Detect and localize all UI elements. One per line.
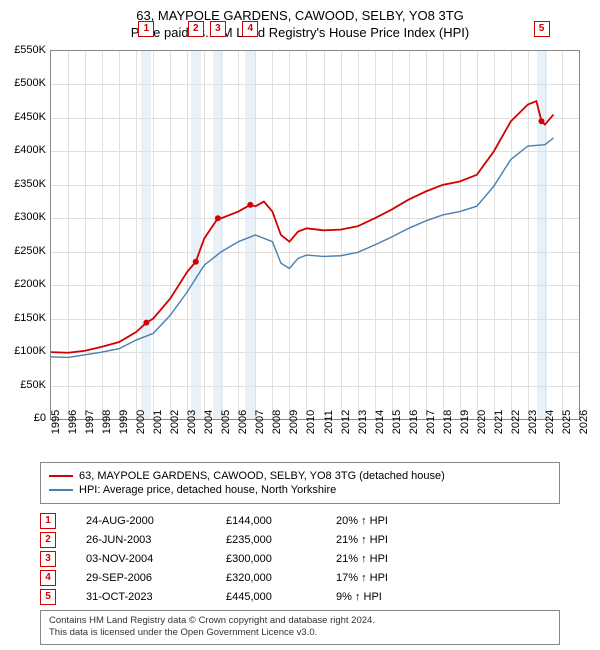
ytick-label: £100K <box>14 345 46 357</box>
sales-row: 5 31-OCT-2023£445,0009% ↑ HPI <box>40 589 560 605</box>
sales-table: 1 24-AUG-2000£144,00020% ↑ HPI 2 26-JUN-200… <box>40 510 560 608</box>
sale-point <box>193 259 199 265</box>
chart-title: 63, MAYPOLE GARDENS, CAWOOD, SELBY, YO8 … <box>0 0 600 42</box>
xtick-label: 2014 <box>374 410 386 434</box>
xtick-label: 1997 <box>84 410 96 434</box>
xtick-label: 2001 <box>152 410 164 434</box>
chart-container: 63, MAYPOLE GARDENS, CAWOOD, SELBY, YO8 … <box>0 0 600 650</box>
legend-swatch <box>49 475 73 477</box>
sale-date: 31-OCT-2023 <box>86 591 226 603</box>
xtick-label: 2016 <box>408 410 420 434</box>
ytick-label: £500K <box>14 77 46 89</box>
xtick-label: 2005 <box>220 410 232 434</box>
sale-date: 24-AUG-2000 <box>86 515 226 527</box>
legend-item: 63, MAYPOLE GARDENS, CAWOOD, SELBY, YO8 … <box>49 470 551 482</box>
xtick-label: 2020 <box>476 410 488 434</box>
sale-diff: 17% ↑ HPI <box>336 572 436 584</box>
sale-price: £144,000 <box>226 515 336 527</box>
sale-marker-box: 2 <box>188 21 204 37</box>
ytick-label: £400K <box>14 144 46 156</box>
xtick-label: 2022 <box>510 410 522 434</box>
ytick-label: £300K <box>14 211 46 223</box>
xtick-label: 2012 <box>340 410 352 434</box>
xtick-label: 2004 <box>203 410 215 434</box>
legend-label: HPI: Average price, detached house, Nort… <box>79 484 336 496</box>
legend-swatch <box>49 489 73 491</box>
sale-point <box>215 215 221 221</box>
sale-price: £445,000 <box>226 591 336 603</box>
xtick-label: 2008 <box>271 410 283 434</box>
sale-point <box>143 320 149 326</box>
ytick-label: £150K <box>14 312 46 324</box>
sale-point <box>539 118 545 124</box>
xtick-label: 2015 <box>391 410 403 434</box>
sales-row: 3 03-NOV-2004£300,00021% ↑ HPI <box>40 551 560 567</box>
xtick-label: 2023 <box>527 410 539 434</box>
ytick-label: £0 <box>34 412 46 424</box>
xtick-label: 2017 <box>425 410 437 434</box>
xtick-label: 2019 <box>459 410 471 434</box>
legend-item: HPI: Average price, detached house, Nort… <box>49 484 551 496</box>
sale-diff: 21% ↑ HPI <box>336 534 436 546</box>
sales-row: 1 24-AUG-2000£144,00020% ↑ HPI <box>40 513 560 529</box>
xtick-label: 2018 <box>442 410 454 434</box>
legend: 63, MAYPOLE GARDENS, CAWOOD, SELBY, YO8 … <box>40 462 560 504</box>
series-line <box>51 138 553 357</box>
sales-row: 2 26-JUN-2003£235,00021% ↑ HPI <box>40 532 560 548</box>
xtick-label: 2011 <box>323 410 335 434</box>
sale-point <box>247 202 253 208</box>
ytick-label: £200K <box>14 278 46 290</box>
ytick-label: £450K <box>14 111 46 123</box>
attribution-line1: Contains HM Land Registry data © Crown c… <box>49 615 551 627</box>
sale-marker-box: 3 <box>210 21 226 37</box>
ytick-label: £50K <box>20 379 46 391</box>
sale-date: 29-SEP-2006 <box>86 572 226 584</box>
xtick-label: 2026 <box>578 410 590 434</box>
sale-marker-box: 5 <box>534 21 550 37</box>
sale-idx: 1 <box>40 513 56 529</box>
ytick-label: £250K <box>14 245 46 257</box>
sale-idx: 5 <box>40 589 56 605</box>
sale-idx: 4 <box>40 570 56 586</box>
sale-diff: 9% ↑ HPI <box>336 591 436 603</box>
attribution-line2: This data is licensed under the Open Gov… <box>49 627 551 639</box>
xtick-label: 1995 <box>50 410 62 434</box>
xtick-label: 2013 <box>357 410 369 434</box>
sale-diff: 21% ↑ HPI <box>336 553 436 565</box>
sale-date: 03-NOV-2004 <box>86 553 226 565</box>
attribution: Contains HM Land Registry data © Crown c… <box>40 610 560 645</box>
legend-label: 63, MAYPOLE GARDENS, CAWOOD, SELBY, YO8 … <box>79 470 445 482</box>
series-line <box>51 101 553 353</box>
xtick-label: 2009 <box>288 410 300 434</box>
sale-price: £235,000 <box>226 534 336 546</box>
sale-diff: 20% ↑ HPI <box>336 515 436 527</box>
sale-price: £300,000 <box>226 553 336 565</box>
xtick-label: 2003 <box>186 410 198 434</box>
plot-svg <box>51 51 579 419</box>
sale-idx: 2 <box>40 532 56 548</box>
title-line1: 63, MAYPOLE GARDENS, CAWOOD, SELBY, YO8 … <box>0 8 600 25</box>
sale-marker-box: 4 <box>242 21 258 37</box>
sale-price: £320,000 <box>226 572 336 584</box>
xtick-label: 2025 <box>561 410 573 434</box>
title-line2: Price paid vs. HM Land Registry's House … <box>0 25 600 42</box>
ytick-label: £350K <box>14 178 46 190</box>
xtick-label: 2021 <box>493 410 505 434</box>
sale-marker-box: 1 <box>138 21 154 37</box>
sale-date: 26-JUN-2003 <box>86 534 226 546</box>
sale-idx: 3 <box>40 551 56 567</box>
xtick-label: 2024 <box>544 410 556 434</box>
xtick-label: 2006 <box>237 410 249 434</box>
plot-area: 12345 <box>50 50 580 420</box>
xtick-label: 2010 <box>305 410 317 434</box>
xtick-label: 1996 <box>67 410 79 434</box>
ytick-label: £550K <box>14 44 46 56</box>
xtick-label: 1999 <box>118 410 130 434</box>
xtick-label: 2000 <box>135 410 147 434</box>
xtick-label: 2002 <box>169 410 181 434</box>
xtick-label: 2007 <box>254 410 266 434</box>
xtick-label: 1998 <box>101 410 113 434</box>
sales-row: 4 29-SEP-2006£320,00017% ↑ HPI <box>40 570 560 586</box>
